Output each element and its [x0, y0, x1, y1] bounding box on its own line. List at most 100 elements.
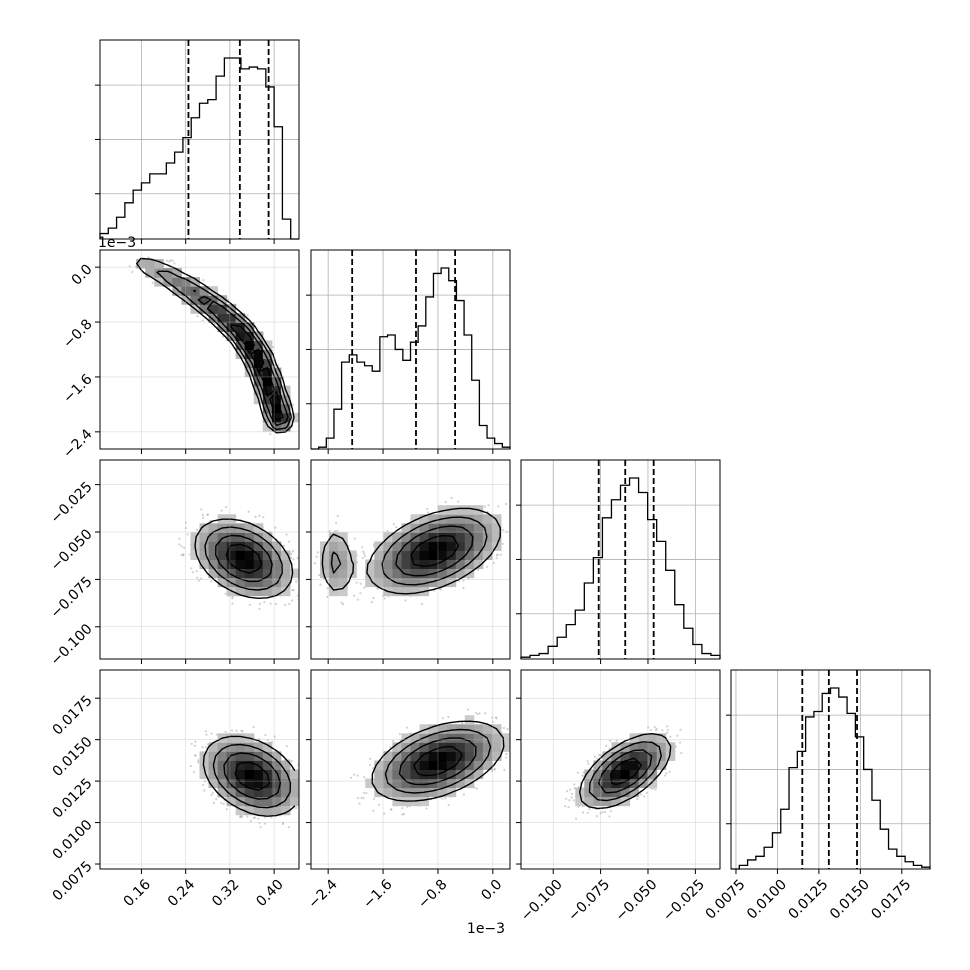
density-cell: [437, 559, 448, 570]
scatter-point: [495, 557, 498, 560]
density-cell: [392, 751, 402, 761]
density-cell: [455, 532, 466, 542]
density-cell: [446, 559, 457, 570]
density-cell: [392, 760, 402, 770]
density-cell: [320, 550, 330, 560]
density-cell: [190, 295, 200, 305]
density-cell: [383, 550, 393, 560]
scatter-point: [365, 791, 368, 795]
scatter-point: [212, 801, 216, 804]
scatter-point: [676, 734, 679, 737]
density-cell: [244, 559, 255, 570]
scatter-point: [203, 789, 206, 792]
scatter-point: [206, 513, 210, 516]
density-cell: [473, 742, 484, 752]
density-cell: [437, 769, 448, 780]
contour-line: [330, 516, 488, 586]
density-cell: [419, 769, 430, 780]
density-cell: [289, 568, 299, 579]
density-cell: [656, 733, 667, 743]
density-cell: [647, 751, 658, 761]
density-cell: [208, 742, 219, 752]
scatter-point: [231, 597, 234, 600]
scatter-point: [336, 515, 339, 518]
scatter-point: [570, 796, 573, 799]
density-cell: [244, 742, 255, 752]
histogram-panel-3: [726, 670, 931, 870]
scatter-point: [376, 587, 379, 590]
scatter-point: [225, 506, 228, 509]
density-cell: [491, 523, 502, 533]
density-cell: [253, 769, 264, 780]
scatter-point: [182, 554, 185, 557]
density-cell: [419, 568, 430, 579]
scatter-point: [484, 505, 487, 508]
density-cell: [235, 559, 246, 570]
density-cell: [410, 514, 421, 524]
density-cell: [271, 760, 282, 770]
density-cell: [401, 760, 411, 770]
scatter-point: [581, 774, 584, 777]
density-cell: [320, 568, 330, 579]
density-cell: [464, 532, 475, 542]
scatter-point: [288, 540, 291, 543]
scatter-point: [492, 561, 495, 564]
scatter-point: [425, 807, 428, 810]
y-tick-label: 0.0175: [50, 693, 96, 739]
scatter-point: [319, 583, 322, 586]
density-cell: [217, 769, 228, 780]
scatter-point: [296, 556, 299, 560]
scatter-point: [586, 760, 589, 763]
density-cell: [208, 313, 219, 323]
scatter-point: [666, 731, 669, 734]
scatter-point: [247, 510, 250, 513]
scatter-point: [404, 599, 407, 602]
scatter-point: [601, 811, 604, 814]
scatter-point: [246, 314, 249, 317]
contour-line: [410, 535, 460, 567]
density-cell: [401, 577, 411, 588]
scatter-point: [505, 752, 508, 756]
density-cell: [401, 751, 411, 761]
scatter-point: [501, 542, 504, 545]
density-cell: [226, 523, 237, 533]
density-cell: [602, 769, 612, 780]
density-cell: [244, 532, 255, 542]
scatter-point: [341, 602, 345, 606]
scatter-point: [258, 607, 261, 610]
density-cell: [464, 733, 475, 743]
density-cell: [446, 505, 457, 515]
density-cell: [217, 760, 228, 770]
density-cell: [262, 394, 273, 405]
density-cell: [262, 532, 273, 542]
scatter-point: [398, 733, 402, 736]
scatter-point: [291, 403, 294, 406]
density-cell: [437, 550, 448, 560]
density-cell: [437, 523, 448, 533]
density-cell: [199, 760, 210, 770]
density-cell: [280, 421, 291, 432]
scatter-point: [494, 716, 497, 719]
density-cell: [217, 304, 228, 314]
density-cell: [244, 349, 255, 360]
density-cell: [611, 769, 621, 780]
panel-contents: [100, 670, 299, 869]
density-cell: [217, 532, 228, 542]
density-cell: [437, 751, 448, 761]
scatter-point: [257, 817, 260, 820]
scatter-point: [231, 602, 234, 605]
scatter-point: [189, 765, 192, 768]
density-cell: [235, 532, 246, 542]
scatter-point: [182, 553, 185, 556]
density-cell: [392, 796, 402, 807]
density-cell: [145, 259, 155, 269]
density-cell: [262, 751, 273, 761]
scatter-point: [190, 567, 193, 570]
density-cell: [638, 760, 649, 770]
density-cell: [464, 769, 475, 780]
density-cell: [347, 550, 357, 560]
density-cell: [419, 541, 430, 551]
x-tick-label: 0.16: [121, 877, 154, 910]
x-tick-label: −0.075: [565, 877, 613, 925]
scatter-point: [355, 581, 358, 584]
